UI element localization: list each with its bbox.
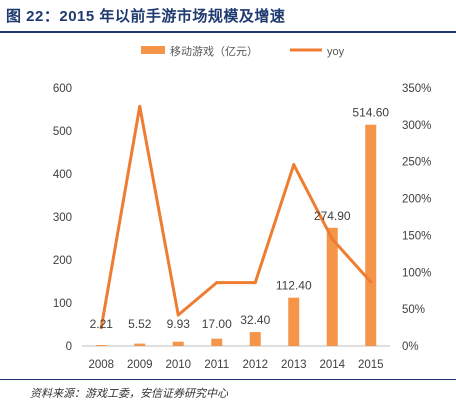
yoy-point	[292, 163, 296, 167]
chart-legend: 移动游戏（亿元） yoy	[141, 45, 345, 58]
right-tick-label: 350%	[402, 83, 431, 95]
x-tick-label: 2011	[204, 359, 229, 371]
right-tick-label: 200%	[402, 194, 431, 206]
bar	[326, 227, 338, 346]
bar-series	[95, 124, 377, 346]
right-tick-label: 50%	[402, 304, 425, 316]
yoy-point	[215, 281, 219, 285]
source-note: 资料来源：游戏工委，安信证券研究中心	[30, 388, 228, 400]
x-axis: 2008 2009 2010 2011 2012 2013 2014 2015	[82, 345, 390, 371]
bar	[288, 297, 300, 346]
x-tick-label: 2009	[127, 359, 153, 371]
left-tick-label: 200	[53, 255, 72, 267]
bar	[95, 345, 107, 346]
yoy-point	[138, 104, 142, 108]
combo-chart: 移动游戏（亿元） yoy 0 100 200 300 400 500 600 0% 50% 10…	[53, 45, 432, 371]
right-tick-label: 0%	[402, 341, 419, 353]
legend-label-bar: 移动游戏（亿元）	[170, 45, 258, 58]
yoy-point	[176, 313, 180, 317]
yoy-point	[99, 326, 103, 330]
yoy-point	[369, 280, 373, 284]
legend-label-line: yoy	[327, 46, 345, 58]
left-y-axis: 0 100 200 300 400 500 600	[53, 83, 72, 353]
left-tick-label: 0	[66, 341, 72, 353]
x-tick-label: 2008	[88, 359, 114, 371]
bar-data-label: 5.52	[128, 317, 152, 331]
legend-swatch-bar	[141, 46, 165, 54]
title-rule	[0, 31, 456, 33]
x-tick-label: 2015	[358, 359, 384, 371]
right-y-axis: 0% 50% 100% 150% 200% 250% 300% 350%	[402, 83, 431, 353]
left-tick-label: 300	[53, 212, 72, 224]
right-tick-label: 300%	[402, 120, 431, 132]
line-series	[99, 104, 373, 330]
left-tick-label: 100	[53, 298, 72, 310]
bar	[172, 341, 184, 346]
right-tick-label: 100%	[402, 267, 431, 279]
bar-data-label: 9.93	[167, 317, 191, 331]
bar	[134, 343, 146, 346]
x-tick-label: 2014	[319, 359, 345, 371]
bar-data-label: 32.40	[240, 313, 270, 327]
bar	[211, 338, 223, 346]
bar	[249, 332, 261, 346]
right-tick-label: 150%	[402, 230, 431, 242]
bar-data-label: 2.21	[90, 317, 114, 331]
yoy-line	[99, 104, 373, 330]
chart-area: 移动游戏（亿元） yoy 0 100 200 300 400 500 600 0% 50% 10…	[0, 34, 456, 376]
x-tick-label: 2010	[165, 359, 191, 371]
x-tick-label: 2013	[281, 359, 307, 371]
source-rule	[0, 379, 456, 380]
bar-data-label: 514.60	[352, 106, 389, 120]
x-tick-label: 2012	[242, 359, 268, 371]
left-tick-label: 400	[53, 169, 72, 181]
bar-data-label: 112.40	[276, 279, 312, 293]
data-labels: 2.21 5.52 9.93 17.00 32.40 112.40 274.90 514.60	[90, 106, 390, 331]
bar-data-label: 274.90	[314, 209, 351, 223]
figure-title: 图 22：2015 年以前手游市场规模及增速	[6, 8, 286, 25]
yoy-point	[253, 281, 257, 285]
bar	[365, 124, 377, 346]
left-tick-label: 600	[53, 83, 72, 95]
yoy-point	[330, 237, 334, 241]
bar-data-label: 17.00	[202, 317, 232, 331]
left-tick-label: 500	[53, 126, 72, 138]
right-tick-label: 250%	[402, 157, 431, 169]
